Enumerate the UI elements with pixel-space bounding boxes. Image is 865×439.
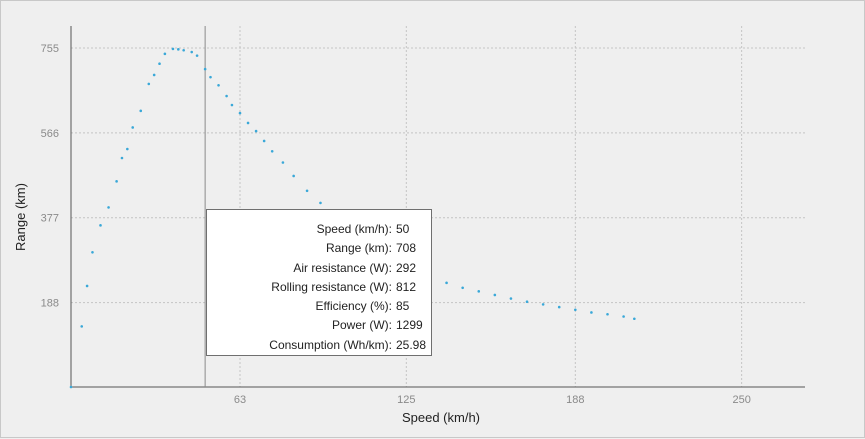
x-tick-label: 188 [566,394,584,406]
tooltip-value: 292 [396,260,417,275]
data-point [557,305,561,309]
data-point [115,180,118,183]
data-point [91,250,94,254]
tooltip-label: Power (W): [332,318,392,333]
y-tick-label: 188 [41,298,59,310]
data-point [152,73,156,77]
data-point [493,293,497,297]
tick-labels: 63 125 188 250 188 377 566 755 [41,43,751,406]
data-point [319,201,322,205]
y-tick-label: 566 [41,128,59,140]
data-point [147,82,151,86]
tooltip-row-speed: Speed (km/h): 50 [207,220,431,239]
data-point [305,189,309,193]
data-point [509,297,513,300]
tooltip-label: Efficiency (%): [315,299,392,314]
y-tick-label: 755 [41,43,59,55]
data-point [262,139,266,143]
tooltip-value: 25.98 [396,337,427,352]
x-tick-label: 250 [732,394,750,406]
y-tick-label: 377 [41,213,59,225]
data-point [622,315,625,318]
data-point [69,385,73,389]
data-point [281,161,285,164]
data-point [217,83,220,87]
data-point [445,281,448,285]
data-point [209,75,212,79]
tooltip-row-consumption: Consumption (Wh/km): 25.98 [207,336,431,355]
y-axis-title: Range (km) [13,183,28,251]
data-point [163,52,167,56]
x-tick-label: 125 [397,394,415,406]
data-point [525,300,529,303]
data-point [158,62,161,66]
data-point [190,50,194,54]
data-point [270,149,274,153]
data-point [85,284,89,288]
data-point [171,47,175,51]
data-tooltip: Speed (km/h): 50 Range (km): 708 Air resis… [206,209,432,356]
tooltip-value: 1299 [396,318,423,333]
tooltip-label: Air resistance (W): [293,260,392,275]
data-point [225,94,228,98]
tooltip-value: 812 [396,279,417,294]
data-point [292,174,295,178]
data-point [126,147,129,151]
data-point [80,325,84,328]
data-point [238,111,242,115]
data-point [541,303,545,306]
tooltip-label: Range (km): [325,241,392,256]
tooltip-value: 50 [396,222,410,236]
data-point [107,206,110,209]
tooltip-value: 708 [396,241,417,256]
tooltip-row-air-resistance: Air resistance (W): 292 [207,259,431,278]
data-point [99,224,102,227]
data-point [131,126,134,129]
tooltip-row-range: Range (km): 708 [207,239,431,258]
grid [71,26,805,387]
data-point [246,121,250,125]
data-point [182,48,185,52]
tooltip-row-rolling-resistance: Rolling resistance (W): 812 [207,278,431,297]
data-point [120,156,124,160]
tooltip-label: Consumption (Wh/km): [269,337,392,352]
data-point [230,103,234,107]
data-point [139,109,143,113]
tooltip-value: 85 [396,299,410,314]
data-point [203,67,207,71]
tooltip-label: Rolling resistance (W): [271,279,392,294]
data-point [590,311,593,314]
tooltip-row-efficiency: Efficiency (%): 85 [207,297,431,316]
x-tick-label: 63 [234,394,246,406]
data-point [177,48,180,51]
data-point [574,308,577,312]
data-point [461,286,464,290]
tooltip-label: Speed (km/h): [316,222,392,236]
data-point [606,312,609,316]
data-point [195,54,199,57]
data-point [254,129,258,133]
tooltip-row-power: Power (W): 1299 [207,316,431,335]
data-point [633,317,636,321]
data-point [477,290,481,293]
x-axis-title: Speed (km/h) [402,410,480,425]
